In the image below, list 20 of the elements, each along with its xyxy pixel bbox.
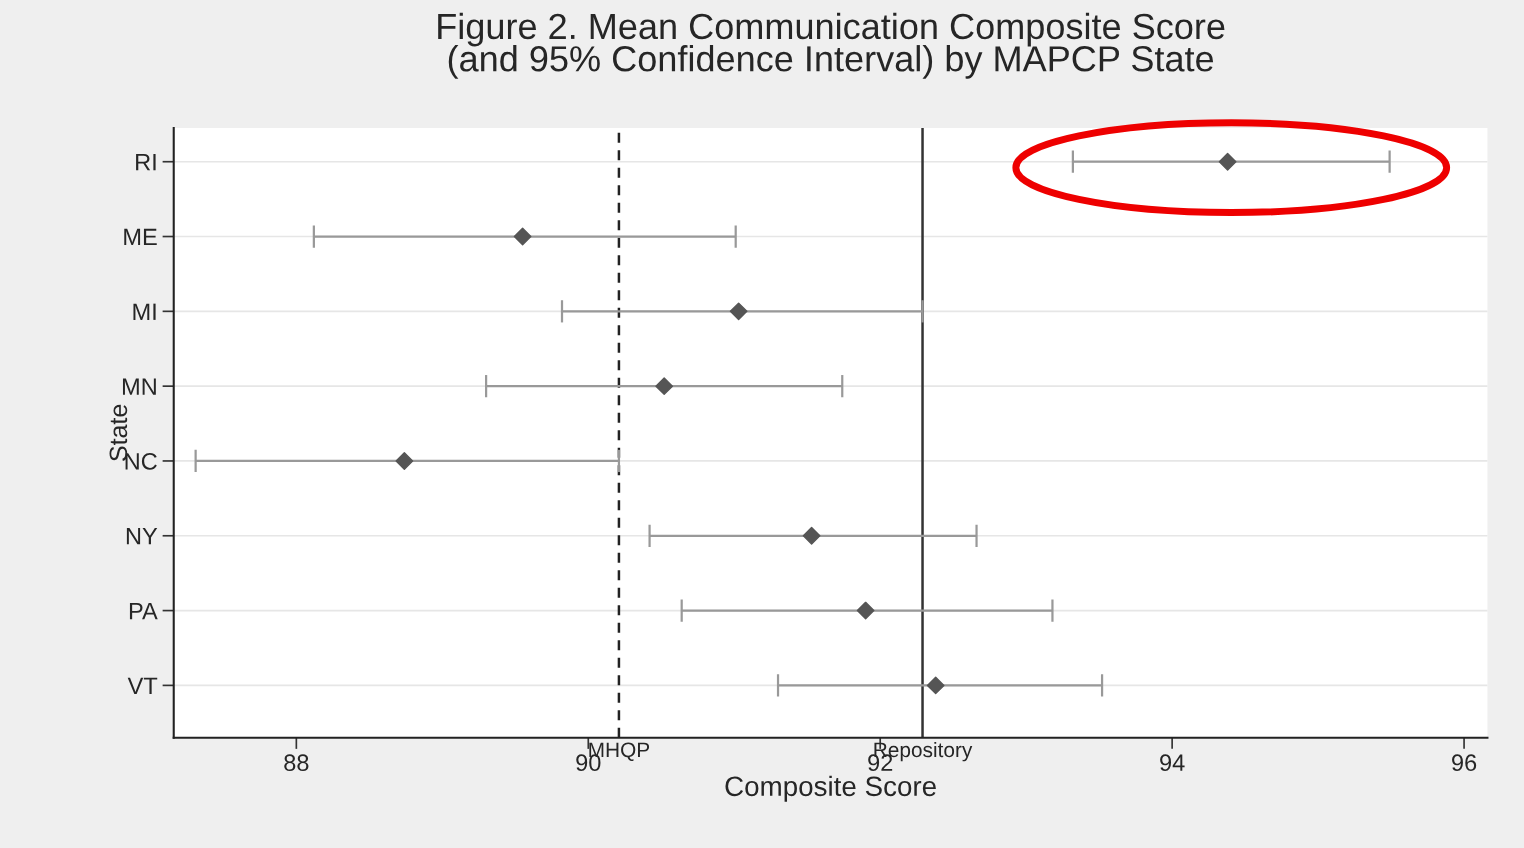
point (1218, 152, 1237, 171)
chart-title: Figure 2. Mean Communication Composite Score (and 95% Confidence Interval) by MAPCP State (438, 12, 1225, 79)
point (856, 601, 875, 620)
point (655, 377, 674, 396)
point (513, 227, 532, 246)
x-tick-label: 88 (284, 754, 309, 772)
x-tick-label: 94 (1160, 754, 1185, 772)
y-tick-label: PA (129, 602, 158, 620)
point (926, 676, 945, 695)
x-axis-title: Composite Score (725, 775, 936, 802)
y-tick-label: MN (122, 378, 156, 395)
point (729, 302, 748, 321)
y-tick-label: VT (127, 677, 158, 694)
y-tick-label: ME (124, 228, 157, 246)
point (395, 452, 414, 470)
y-tick-label: NY (126, 528, 158, 545)
point (802, 526, 821, 545)
x-tick-label: 96 (1452, 754, 1477, 772)
y-tick-label: MI (133, 303, 156, 320)
y-tick-label: RI (136, 154, 156, 171)
